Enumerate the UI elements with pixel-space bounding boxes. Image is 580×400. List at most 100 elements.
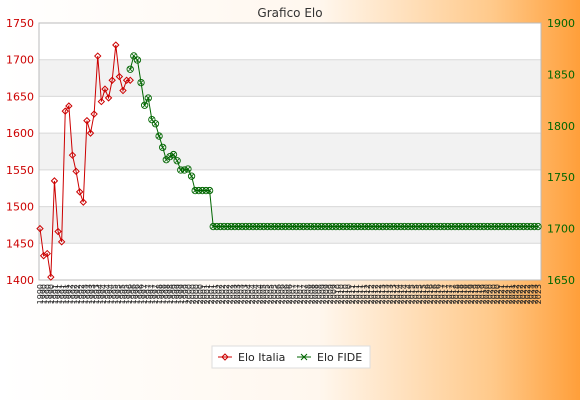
x-tick-label: 2015 xyxy=(408,284,417,304)
data-point xyxy=(72,167,80,176)
x-tick-label: 2021 xyxy=(504,284,513,304)
x-tick-label: 2006 xyxy=(278,284,287,304)
data-point xyxy=(130,52,138,60)
x-tick-label: 1995 xyxy=(110,284,119,304)
x-tick-label: 2012 xyxy=(363,284,372,304)
series-line xyxy=(39,44,131,278)
data-point xyxy=(115,72,124,81)
data-point-cross xyxy=(207,188,212,193)
x-tick-label: 2019 xyxy=(478,284,487,304)
legend-marker-fide-icon xyxy=(300,353,308,361)
x-tick-label: 1992 xyxy=(69,284,78,304)
x-tick-label: 2004 xyxy=(252,284,261,304)
legend: Elo Italia Elo FIDE xyxy=(211,345,371,369)
x-tick-label: 1995 xyxy=(114,284,123,304)
x-tick-label: 2001 xyxy=(211,284,220,304)
x-tick-label: 1998 xyxy=(159,284,168,304)
left-tick-label: 1400 xyxy=(6,274,34,287)
series-elo-italia xyxy=(36,41,134,281)
right-tick-label: 1750 xyxy=(547,171,575,184)
x-tick-label: 2019 xyxy=(467,284,476,304)
x-tick-label: 1993 xyxy=(84,284,93,304)
x-tick-label: 1991 xyxy=(58,284,67,304)
data-point xyxy=(133,56,142,64)
x-tick-label: 1996 xyxy=(129,284,138,304)
plot-area xyxy=(38,22,542,281)
x-tick-label: 2011 xyxy=(359,284,368,304)
data-point xyxy=(36,224,44,233)
x-tick-label: 2012 xyxy=(367,284,376,304)
x-tick-label: 2004 xyxy=(255,284,264,304)
x-tick-label: 1990 xyxy=(36,284,45,304)
x-tick-label: 1997 xyxy=(144,284,153,304)
data-point xyxy=(83,116,91,125)
x-tick-label: 2010 xyxy=(337,284,346,304)
x-tick-label: 1992 xyxy=(66,284,75,304)
data-point-cross xyxy=(145,95,151,101)
data-point-cross xyxy=(174,158,180,164)
x-tick-label: 2010 xyxy=(344,284,353,304)
x-tick-label: 2013 xyxy=(382,284,391,304)
x-tick-label: 2020 xyxy=(489,284,498,304)
left-tick-label: 1750 xyxy=(6,17,34,30)
data-point-cross xyxy=(138,80,144,85)
data-point xyxy=(205,186,214,195)
x-tick-label: 2019 xyxy=(475,284,484,304)
x-tick-label: 2017 xyxy=(449,284,458,304)
x-tick-label: 2018 xyxy=(452,284,461,304)
right-tick-label: 1700 xyxy=(547,223,575,236)
x-tick-label: 2020 xyxy=(486,284,495,304)
x-tick-label: 2020 xyxy=(482,284,491,304)
data-point xyxy=(159,143,167,152)
x-tick-label: 2018 xyxy=(456,284,465,304)
x-tick-label: 2001 xyxy=(207,284,216,304)
data-point xyxy=(97,97,106,106)
x-tick-label: 2001 xyxy=(203,284,212,304)
x-tick-label: 2008 xyxy=(311,284,320,304)
legend-box xyxy=(211,345,371,369)
right-tick-label: 1650 xyxy=(547,274,575,287)
x-tick-label: 2002 xyxy=(218,284,227,304)
x-tick-label: 1997 xyxy=(151,284,160,304)
left-axis: 1400 1450 1500 1550 1600 1650 1700 1750 xyxy=(6,17,34,287)
x-tick-label: 2018 xyxy=(460,284,469,304)
x-tick-label: 2006 xyxy=(285,284,294,304)
x-tick-label: 2017 xyxy=(441,284,450,304)
data-point-cross xyxy=(127,66,133,72)
x-tick-label: 2013 xyxy=(389,284,398,304)
series-layer xyxy=(36,41,542,281)
data-point xyxy=(79,198,88,206)
x-tick-label: 2003 xyxy=(229,284,238,304)
x-tick-label: 2007 xyxy=(289,284,298,304)
x-tick-label: 1993 xyxy=(92,284,101,304)
x-tick-label: 2016 xyxy=(423,284,432,304)
x-tick-label: 2008 xyxy=(315,284,324,304)
data-point-cross xyxy=(167,154,173,159)
data-point xyxy=(101,85,109,93)
x-tick-label: 1998 xyxy=(166,284,175,304)
data-point-cross xyxy=(142,102,147,108)
x-tick-label: 1994 xyxy=(99,284,108,304)
data-point xyxy=(104,94,113,102)
grid-band xyxy=(39,133,541,170)
x-tick-label: 1990 xyxy=(40,284,49,304)
x-tick-label: 1996 xyxy=(125,284,134,304)
data-point xyxy=(75,188,84,196)
x-tick-label: 2015 xyxy=(419,284,428,304)
x-tick-label: 2010 xyxy=(333,284,342,304)
x-tick-label: 2000 xyxy=(185,284,194,304)
x-tick-label: 2003 xyxy=(233,284,242,304)
grid-band xyxy=(39,59,541,97)
right-tick-label: 1800 xyxy=(547,120,575,133)
x-tick-label: 1994 xyxy=(107,284,116,304)
data-point-cross xyxy=(189,173,194,179)
x-tick-label: 1999 xyxy=(177,284,186,304)
x-tick-label: 1995 xyxy=(121,284,130,304)
x-tick-label: 1999 xyxy=(170,284,179,304)
x-tick-label: 2021 xyxy=(508,284,517,304)
data-point xyxy=(94,52,102,60)
data-point xyxy=(90,110,98,118)
x-tick-label: 2000 xyxy=(188,284,197,304)
x-tick-label: 2005 xyxy=(270,284,279,304)
x-tick-label: 1990 xyxy=(47,284,56,304)
